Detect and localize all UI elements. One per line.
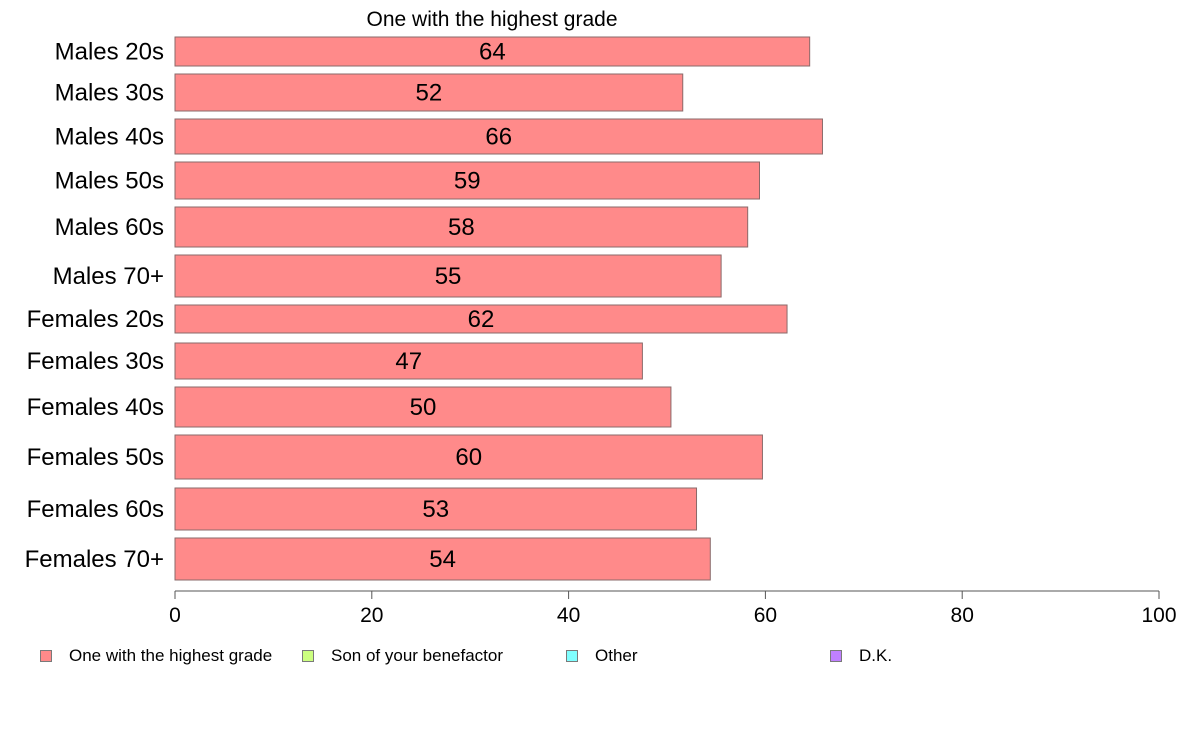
category-label: Males 60s bbox=[55, 214, 164, 241]
x-tick-label: 60 bbox=[754, 604, 777, 627]
category-label: Females 50s bbox=[27, 444, 164, 471]
legend-label: Son of your benefactor bbox=[331, 646, 504, 665]
value-label: 60 bbox=[455, 444, 482, 471]
legend-item: Other bbox=[566, 646, 638, 666]
value-label: 54 bbox=[429, 546, 456, 573]
category-label: Males 50s bbox=[55, 168, 164, 195]
bar bbox=[174, 161, 760, 200]
x-tick-label: 100 bbox=[1141, 604, 1176, 627]
category-labels: Males 20s Males 30s Males 40s Males 50s Male… bbox=[25, 39, 164, 574]
category-label: Males 70+ bbox=[53, 263, 164, 290]
value-label: 52 bbox=[416, 80, 443, 107]
bar bbox=[174, 342, 643, 380]
value-label: 47 bbox=[395, 348, 422, 375]
bar bbox=[174, 537, 711, 581]
value-label: 58 bbox=[448, 214, 475, 241]
category-label: Males 40s bbox=[55, 124, 164, 151]
category-label: Males 20s bbox=[55, 39, 164, 66]
legend-label: Other bbox=[595, 646, 638, 665]
x-tick-label: 40 bbox=[557, 604, 580, 627]
legend-swatch bbox=[302, 650, 314, 662]
bar bbox=[174, 386, 672, 428]
legend: One with the highest grade Son of your b… bbox=[40, 646, 1160, 668]
bar bbox=[174, 487, 698, 531]
bar bbox=[174, 304, 788, 334]
bar bbox=[174, 206, 749, 248]
x-axis: 0 20 40 60 80 100 bbox=[169, 590, 1177, 627]
value-label: 66 bbox=[485, 124, 512, 151]
bar bbox=[174, 73, 684, 112]
legend-label: D.K. bbox=[859, 646, 893, 665]
value-label: 55 bbox=[435, 263, 462, 290]
legend-item: D.K. bbox=[830, 646, 892, 666]
legend-swatch bbox=[830, 650, 842, 662]
x-tick-label: 80 bbox=[951, 604, 974, 627]
category-label: Females 20s bbox=[27, 306, 164, 333]
bar bbox=[174, 118, 823, 155]
legend-swatch bbox=[566, 650, 578, 662]
x-tick-label: 0 bbox=[169, 604, 181, 627]
value-label: 53 bbox=[422, 496, 449, 523]
category-label: Females 30s bbox=[27, 348, 164, 375]
chart-title: One with the highest grade bbox=[367, 8, 618, 31]
bars-group bbox=[174, 36, 823, 581]
category-label: Males 30s bbox=[55, 80, 164, 107]
category-label: Females 40s bbox=[27, 394, 164, 421]
x-tick-label: 20 bbox=[360, 604, 383, 627]
value-label: 62 bbox=[468, 306, 495, 333]
legend-item: Son of your benefactor bbox=[302, 646, 503, 666]
bar bbox=[174, 254, 722, 298]
value-label: 50 bbox=[410, 394, 437, 421]
legend-swatch bbox=[40, 650, 52, 662]
bar bbox=[174, 36, 811, 67]
category-label: Females 60s bbox=[27, 496, 164, 523]
value-label: 64 bbox=[479, 39, 506, 66]
value-label: 59 bbox=[454, 168, 481, 195]
category-label: Females 70+ bbox=[25, 546, 164, 573]
legend-label: One with the highest grade bbox=[69, 646, 273, 665]
legend-item: One with the highest grade bbox=[40, 646, 272, 666]
bar bbox=[174, 434, 763, 480]
